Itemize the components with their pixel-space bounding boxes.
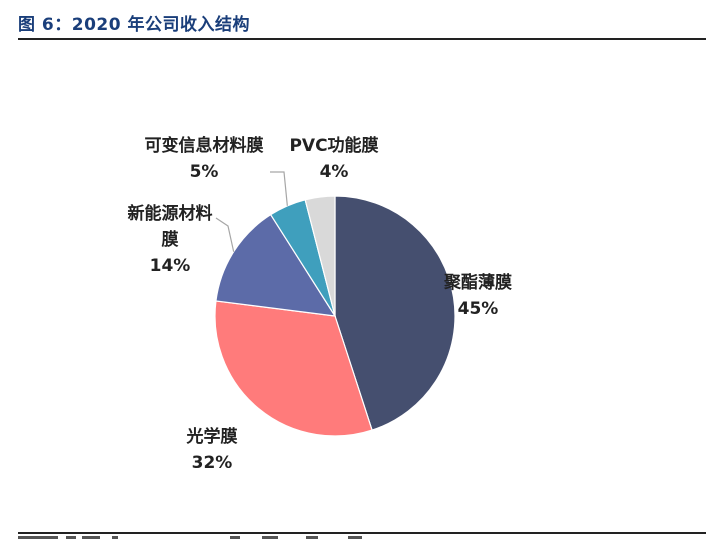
pie-slice-new-energy: [215, 213, 337, 317]
slice-label-pvc: PVC功能膜 4%: [289, 133, 378, 185]
slice-value-polyester: 45%: [457, 299, 499, 319]
slice-label-polyester: 聚酯薄膜 45%: [444, 270, 512, 322]
slice-name-optical: 光学膜: [186, 427, 238, 447]
bottom-rule: [18, 532, 706, 534]
slice-name-variable-info: 可变信息材料膜: [144, 136, 264, 156]
pie-slice-pvc: [304, 195, 336, 317]
figure-title: 图 6：2020 年公司收入结构: [18, 15, 250, 35]
slice-label-optical: 光学膜 32%: [187, 424, 238, 476]
top-rule: [18, 38, 706, 40]
slice-value-pvc: 4%: [319, 162, 349, 182]
slice-label-new-energy: 新能源材料 膜 14%: [128, 201, 213, 279]
pie-slice-polyester: [334, 195, 456, 431]
leader-line-new-energy: [215, 217, 235, 252]
slice-label-variable-info: 可变信息材料膜 5%: [145, 133, 264, 185]
leader-line-variable-info: [270, 171, 288, 206]
slice-value-new-energy: 14%: [149, 256, 191, 276]
slice-name-pvc: PVC功能膜: [289, 136, 379, 156]
slice-value-optical: 32%: [191, 453, 233, 473]
slice-name-polyester: 聚酯薄膜: [444, 273, 512, 293]
slice-name-new-energy-line1: 新能源材料: [127, 204, 213, 224]
slice-name-new-energy-line2: 膜: [161, 230, 179, 250]
slice-value-variable-info: 5%: [189, 162, 219, 182]
pie-slice-optical: [214, 300, 373, 437]
cropped-source-line: [18, 536, 706, 539]
